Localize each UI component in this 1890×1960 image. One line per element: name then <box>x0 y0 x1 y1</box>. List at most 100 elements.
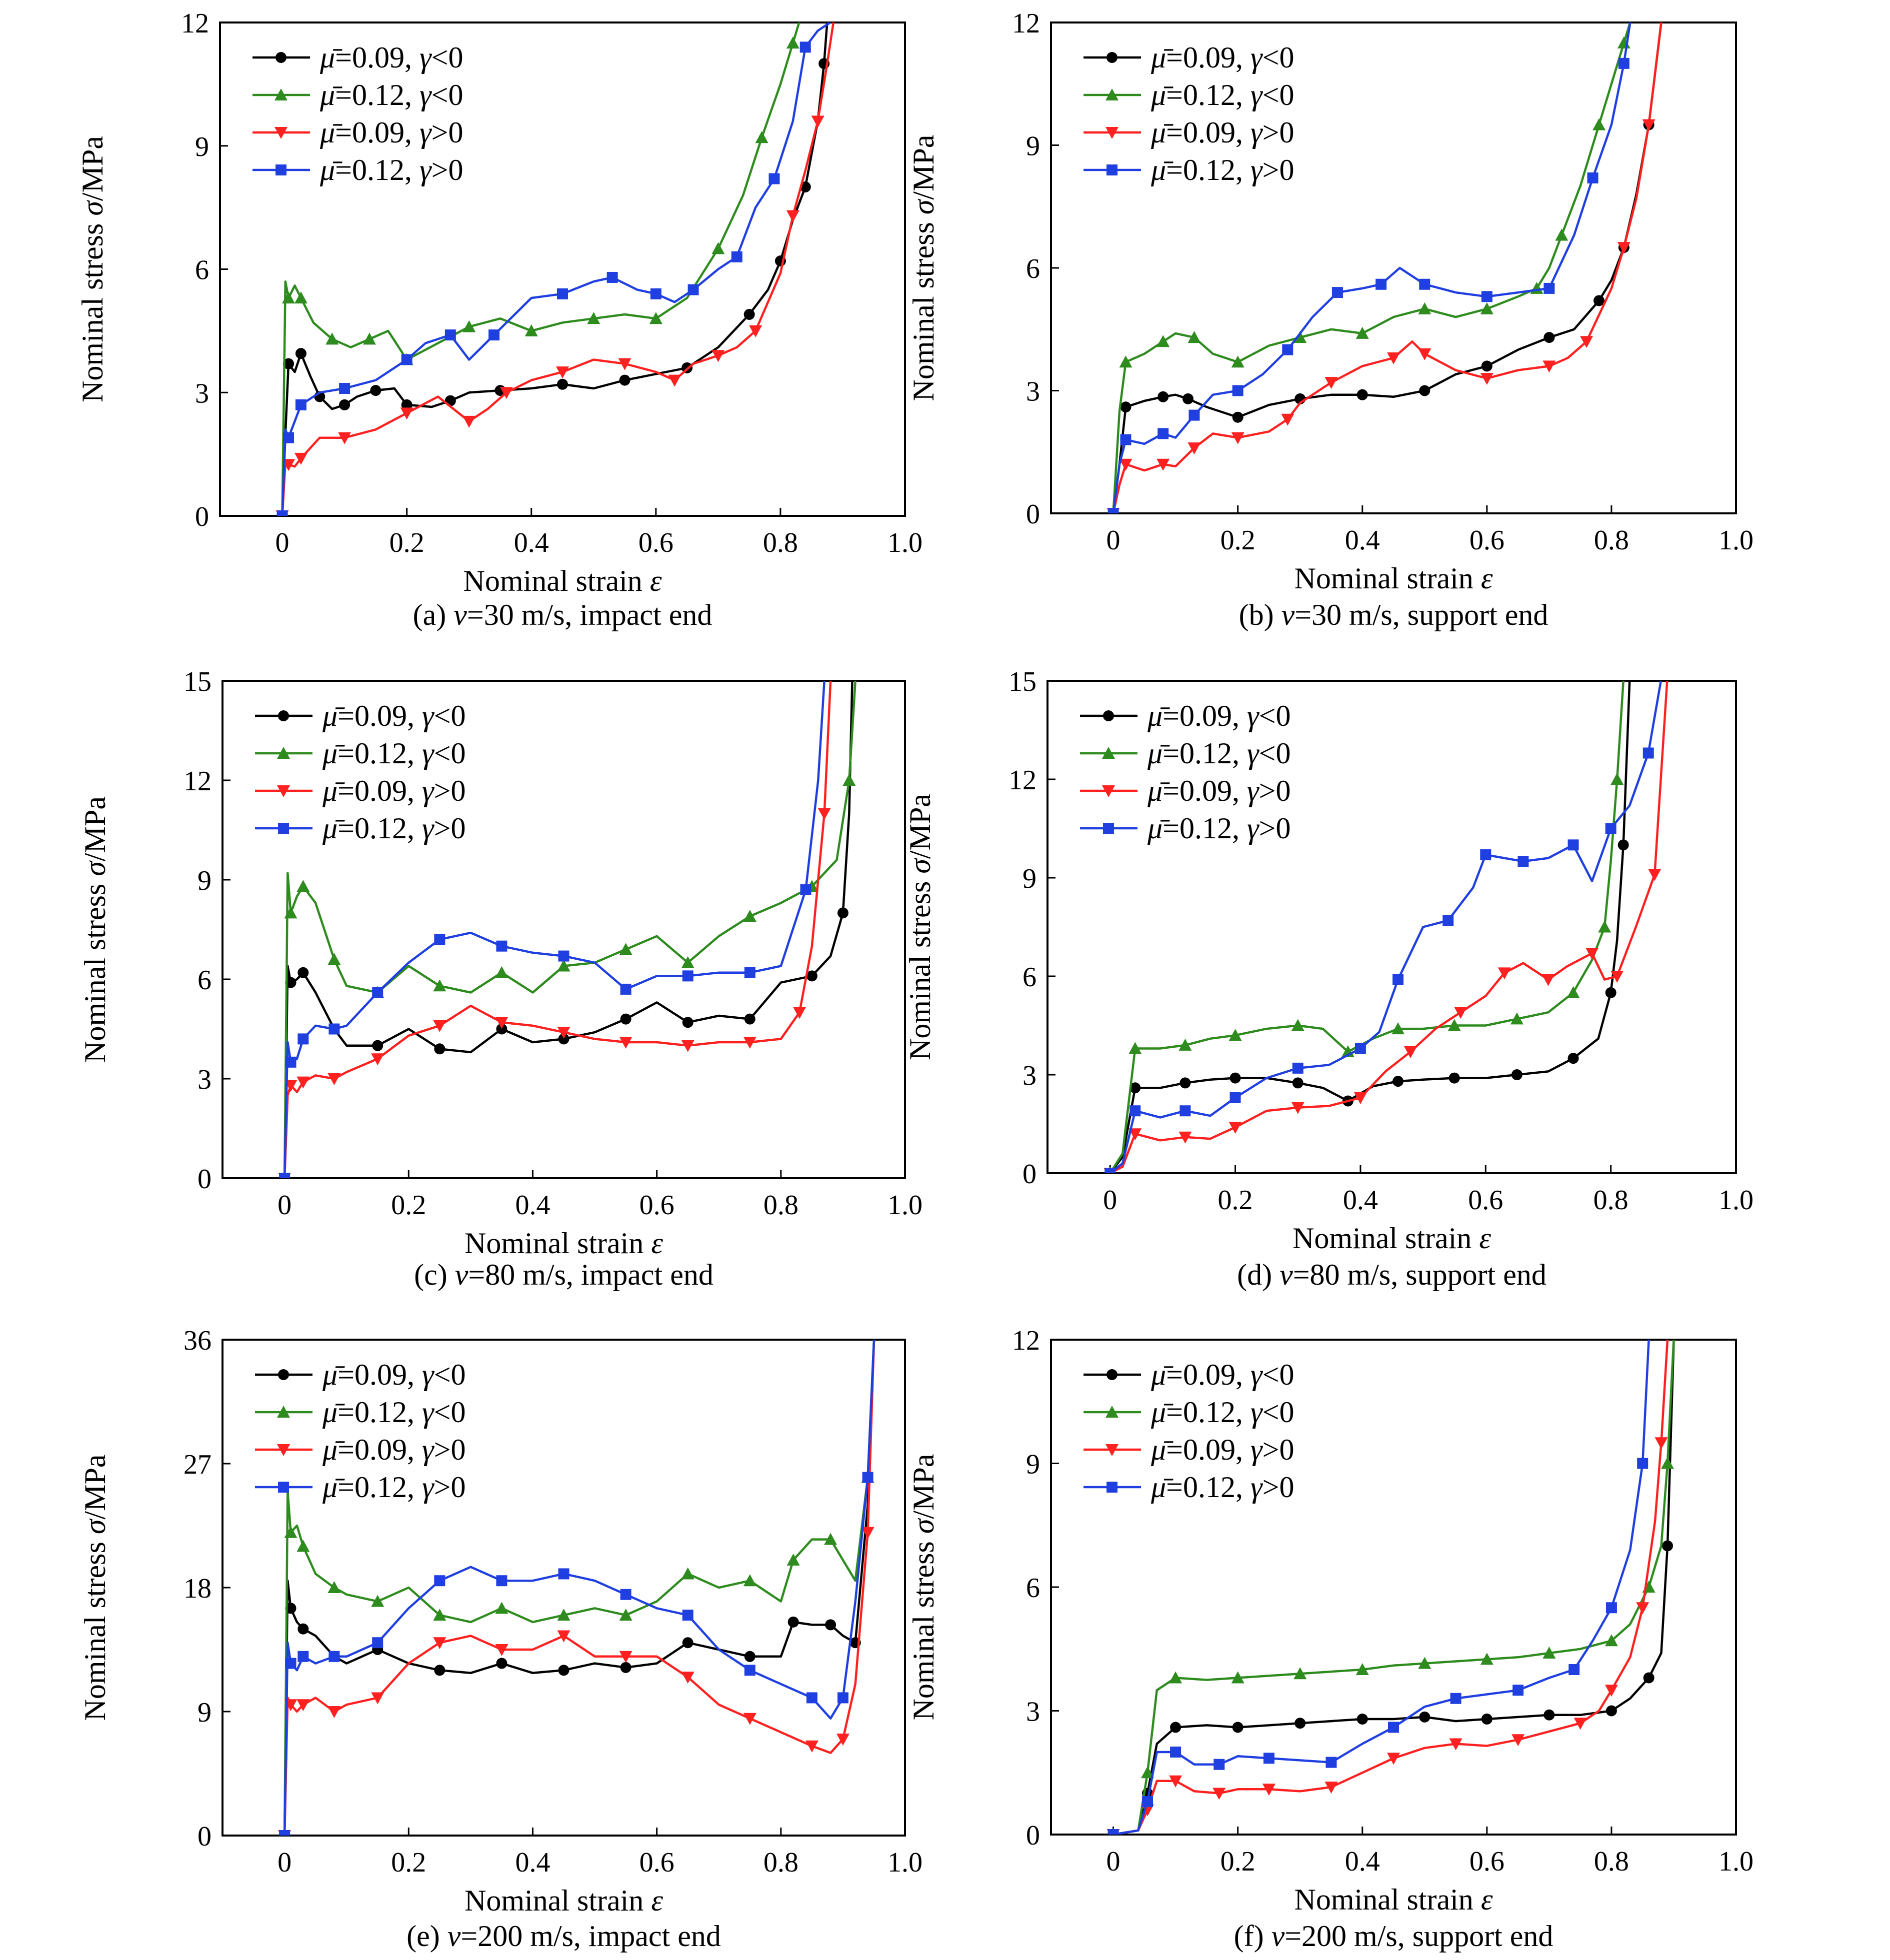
data-point <box>1170 1722 1182 1733</box>
data-point <box>1231 355 1244 368</box>
data-point <box>1511 1069 1522 1080</box>
legend-marker <box>276 52 286 63</box>
legend-marker <box>1106 164 1118 175</box>
data-point <box>339 399 350 410</box>
data-point <box>1108 508 1119 513</box>
data-point <box>1158 428 1169 439</box>
data-point <box>681 1567 694 1580</box>
data-point <box>681 1040 694 1052</box>
data-point <box>744 967 756 978</box>
legend-marker <box>1106 1482 1118 1493</box>
data-point <box>1376 278 1387 290</box>
data-point <box>1605 987 1616 998</box>
legend-marker <box>277 785 290 797</box>
data-point <box>1232 385 1244 396</box>
x-tick-label: 0.8 <box>764 1847 798 1878</box>
data-point <box>1291 1019 1304 1031</box>
data-point <box>298 1623 309 1635</box>
y-tick-label: 18 <box>184 1573 212 1604</box>
y-tick-label: 12 <box>1012 1325 1040 1356</box>
legend-marker <box>277 747 290 759</box>
data-point <box>1605 823 1616 834</box>
data-point <box>296 880 310 892</box>
data-point <box>1292 1077 1304 1089</box>
data-point <box>1498 967 1511 980</box>
panel-caption: (a) v=30 m/s, impact end <box>413 598 712 631</box>
x-axis-label: Nominal strain ε <box>464 564 662 597</box>
data-point <box>1510 1012 1524 1025</box>
data-point <box>806 1692 818 1704</box>
data-point <box>495 1602 508 1614</box>
data-point <box>1606 1705 1617 1717</box>
data-point <box>1418 302 1432 314</box>
y-axis-label: Nominal stress σ/MPa <box>78 796 112 1063</box>
x-axis-label: Nominal strain ε <box>1294 1883 1493 1916</box>
y-tick-label: 0 <box>198 1821 212 1852</box>
data-point <box>1480 302 1494 314</box>
data-point <box>372 1637 384 1649</box>
data-point <box>1618 839 1629 851</box>
data-point <box>619 1609 632 1621</box>
data-point <box>1324 377 1338 389</box>
series-line-3 <box>1110 681 1668 1173</box>
x-axis-label: Nominal strain ε <box>464 1227 663 1260</box>
y-tick-label: 12 <box>181 8 209 39</box>
data-point <box>362 332 376 345</box>
panel-caption: (b) v=30 m/s, support end <box>1239 598 1548 631</box>
y-tick-label: 12 <box>1008 765 1036 796</box>
data-point <box>1544 332 1555 343</box>
data-point <box>279 1830 290 1836</box>
data-point <box>285 1603 296 1614</box>
legend-label-3: μ̄=0.09, γ>0 <box>320 116 463 149</box>
data-point <box>496 1658 508 1669</box>
data-point <box>587 312 600 324</box>
data-point <box>328 1706 341 1718</box>
data-point <box>1156 335 1170 347</box>
data-point <box>1449 1738 1462 1751</box>
data-point <box>1618 57 1630 69</box>
data-point <box>786 1553 800 1566</box>
data-point <box>1512 1734 1525 1747</box>
data-point <box>326 332 339 345</box>
data-point <box>619 1651 632 1663</box>
data-point <box>1392 974 1404 985</box>
data-point <box>824 1533 838 1545</box>
data-point <box>1419 1711 1430 1723</box>
legend-label-1: μ̄=0.09, γ<0 <box>322 1358 466 1391</box>
data-point <box>1354 1043 1366 1054</box>
data-point <box>786 210 800 222</box>
y-tick-label: 6 <box>1026 1573 1040 1604</box>
data-point <box>434 1665 446 1676</box>
x-tick-label: 0.6 <box>1468 1185 1503 1216</box>
data-point <box>1228 1029 1242 1041</box>
x-tick-label: 0 <box>278 1847 292 1878</box>
data-point <box>1158 391 1169 402</box>
data-point <box>1481 291 1492 302</box>
data-point <box>371 1595 384 1607</box>
legend-marker <box>1106 52 1118 63</box>
y-tick-label: 0 <box>198 1164 212 1195</box>
data-point <box>296 1699 310 1712</box>
plot-frame <box>222 680 906 1179</box>
data-point <box>294 291 308 304</box>
series-line-3 <box>1113 1340 1669 1835</box>
legend-marker <box>278 1369 289 1380</box>
x-tick-label: 1.0 <box>1718 1185 1754 1216</box>
data-point <box>1108 1829 1119 1835</box>
x-tick-label: 0.6 <box>640 1190 674 1221</box>
y-tick-label: 6 <box>1026 253 1040 284</box>
x-tick-label: 0.6 <box>640 1847 674 1878</box>
data-point <box>1356 389 1368 400</box>
data-point <box>1326 1757 1337 1768</box>
data-point <box>283 432 294 443</box>
data-point <box>433 979 446 992</box>
data-point <box>1156 458 1170 471</box>
data-point <box>1568 839 1579 851</box>
panel-caption: (f) v=200 m/s, support end <box>1234 1920 1554 1953</box>
data-point <box>606 271 618 283</box>
data-point <box>372 987 384 998</box>
legend-label-2: μ̄=0.12, γ<0 <box>1147 737 1290 770</box>
data-point <box>768 173 780 184</box>
data-point <box>558 1568 570 1580</box>
data-point <box>557 378 568 390</box>
